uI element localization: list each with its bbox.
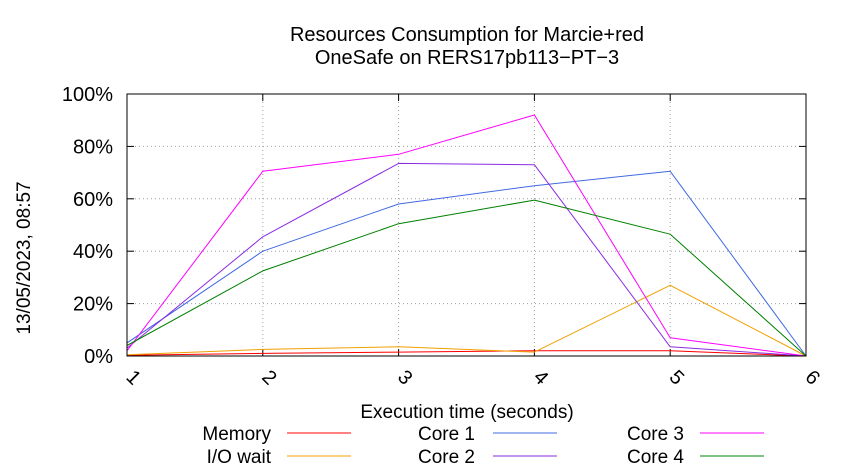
series-line-core-4 <box>126 199 807 357</box>
x-axis-ticks: 1 2 3 4 5 6 <box>122 94 824 389</box>
x-tick-label: 2 <box>257 366 280 389</box>
legend-label-core-3: Core 3 <box>627 424 684 445</box>
x-tick-label: 5 <box>665 366 688 389</box>
legend-label-core-4: Core 4 <box>627 447 684 468</box>
grid-lines <box>127 94 806 356</box>
y-tick-label: 20% <box>73 294 113 316</box>
series-line-core-2 <box>126 162 807 357</box>
x-tick-label: 1 <box>122 366 145 389</box>
y-tick-label: 100% <box>62 84 113 106</box>
legend-label-i-o-wait: I/O wait <box>207 447 272 468</box>
y-axis-ticks: 0% 20% 40% 60% 80% 100% <box>62 84 806 368</box>
x-axis-label: Execution time (seconds) <box>360 402 573 423</box>
plot-frame <box>126 93 807 357</box>
series-line-core-1 <box>126 170 807 357</box>
series-line-i-o-wait <box>126 284 807 357</box>
legend-label-core-1: Core 1 <box>418 424 475 445</box>
x-tick-label: 3 <box>393 366 416 389</box>
series-line-core-3 <box>126 114 807 357</box>
y-tick-label: 60% <box>73 189 113 211</box>
y-tick-label: 0% <box>84 346 113 368</box>
legend-label-core-2: Core 2 <box>418 447 475 468</box>
x-tick-label: 6 <box>801 366 824 389</box>
legend-label-memory: Memory <box>202 424 271 445</box>
x-tick-label: 4 <box>529 366 552 389</box>
y-tick-label: 80% <box>73 136 113 158</box>
chart-title-line-2: OneSafe on RERS17pb113−PT−3 <box>315 47 619 69</box>
y-tick-label: 40% <box>73 241 113 263</box>
series-lines <box>126 114 807 357</box>
timestamp-label: 13/05/2023, 08:57 <box>14 181 35 334</box>
chart-title-line-1: Resources Consumption for Marcie+red <box>290 24 644 46</box>
series-line-memory <box>126 350 807 357</box>
